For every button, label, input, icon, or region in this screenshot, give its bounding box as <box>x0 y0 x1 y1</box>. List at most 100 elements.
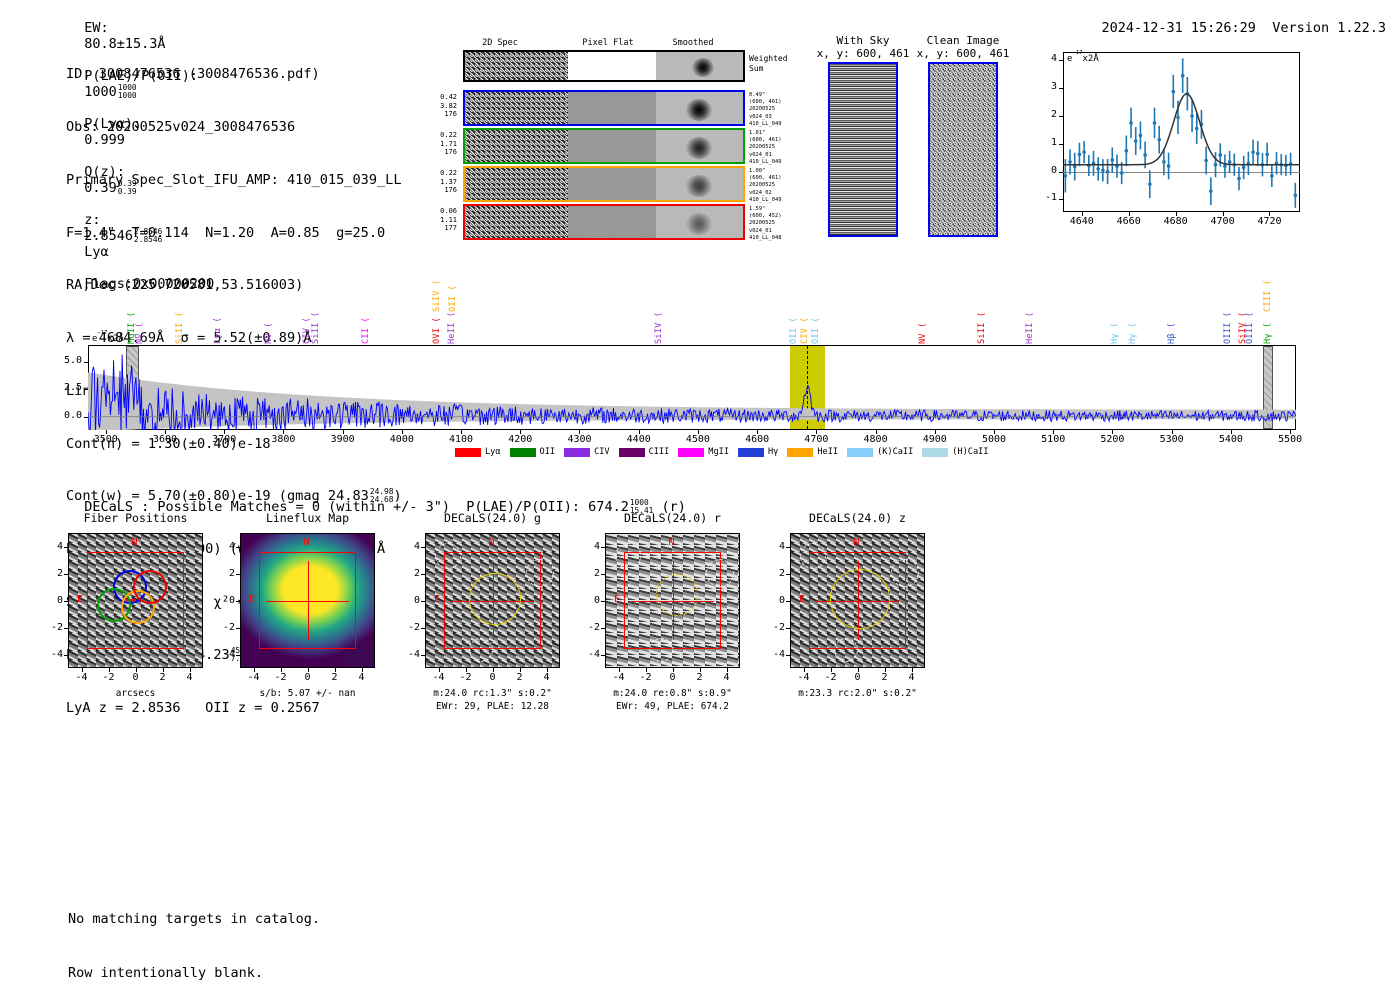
spec2d-smoothed-image <box>656 130 743 162</box>
decals-ytick: 4 <box>56 540 63 552</box>
compass-north-label: N <box>131 537 138 548</box>
spec2d-row-meta: 0.49" (600, 461) 20200525 v024_03 410_LL_049 <box>749 92 782 127</box>
z-value: 2.8546 <box>84 228 134 244</box>
qz-lo: 0.39 <box>117 187 137 196</box>
spec2d-weighted-2dspec <box>465 52 568 80</box>
spectrum-xtick: 4900 <box>922 434 947 445</box>
decals-ytick: 0 <box>228 594 235 606</box>
footer-line-2: Row intentionally blank. <box>68 965 264 981</box>
decals-xtick-mark <box>307 668 309 672</box>
spectral-line-marker: SiII ( <box>174 311 185 344</box>
info-cont-w-pre: Cont(w) = 5.70(±0.80)e-19 (gmag 24.83 <box>66 488 369 505</box>
decals-ytick-mark <box>421 546 425 548</box>
spectrum-xtick: 3900 <box>330 434 355 445</box>
decals-panel-caption-2: EWr: 49, PLAE: 674.2 <box>616 701 729 712</box>
decals-xtick: -2 <box>102 672 115 683</box>
spec2d-smoothed-image <box>656 92 743 124</box>
spectral-line-marker: SiIV ( <box>654 311 665 344</box>
spectrum-xtick: 5300 <box>1159 434 1184 445</box>
spec2d-row <box>463 166 745 202</box>
decals-xtick: -2 <box>824 672 837 683</box>
info-redshifts: LyA z = 2.8536 OII z = 0.2567 <box>66 699 320 716</box>
decals-ytick: -2 <box>587 621 600 633</box>
decals-panel-caption: m:24.0 re:0.8" s:0.9" <box>613 688 732 699</box>
decals-red-aperture-box <box>259 552 356 649</box>
spectral-line-marker: Hγ ( <box>1128 322 1139 345</box>
decals-ytick-mark <box>64 600 68 602</box>
spectrum-xtick: 4200 <box>508 434 533 445</box>
legend-swatch <box>564 447 591 457</box>
decals-xtick-mark <box>108 668 110 672</box>
decals-aperture-circle <box>655 573 698 616</box>
decals-xtick-mark <box>253 668 255 672</box>
decals-summary-hi: 1000 <box>629 498 649 508</box>
legend-label: OII <box>539 447 556 457</box>
spectrum-xtick-mark <box>1112 430 1114 434</box>
decals-summary-lo: 15.41 <box>629 506 654 515</box>
spec2d-pixel-flat-image <box>567 168 657 200</box>
spec2d-row-meta: 1.01" (600, 461) 20200525 v024_01 410_LL_049 <box>749 130 782 165</box>
spectrum-xtick: 4700 <box>804 434 829 445</box>
spectrum-xtick-mark <box>105 430 107 434</box>
spectrum-xtick: 4500 <box>685 434 710 445</box>
legend-swatch <box>847 447 874 457</box>
spectrum-xtick: 3500 <box>93 434 118 445</box>
decals-xtick-mark <box>361 668 363 672</box>
info-seeing: F=1.4" T=0.114 N=1.20 A=0.85 g=25.0 <box>66 224 386 241</box>
decals-ytick-mark <box>786 546 790 548</box>
decals-ytick: 0 <box>778 594 785 606</box>
spectrum-xtick: 5400 <box>1218 434 1243 445</box>
compass-north-label: N <box>488 537 495 548</box>
decals-ytick-mark <box>236 627 240 629</box>
decals-aperture-circle <box>468 572 521 625</box>
spectrum-xtick-mark <box>164 430 166 434</box>
decals-xtick: 2 <box>331 672 338 683</box>
spectrum-ytick: 0.0 <box>63 409 82 421</box>
legend-item: MgII <box>678 447 729 457</box>
spectrum-xtick-mark <box>342 430 344 434</box>
spectrum-xtick-mark <box>697 430 699 434</box>
spectral-line-marker: Lyα ( <box>213 317 224 344</box>
spectral-line-marker: HeII ( <box>1024 311 1035 344</box>
spectrum-xtick-mark <box>934 430 936 434</box>
compass-east-label: E <box>77 593 84 605</box>
decals-summary: DECaLS : Possible Matches = 0 (within +/… <box>68 483 686 515</box>
cutout-title-text: Clean Image <box>926 34 1000 47</box>
spectral-line-marker: OII ( <box>789 317 800 344</box>
info-obs: Obs: 20200525v024_3008476536 <box>66 118 296 135</box>
spectral-line-marker: OII ( <box>448 285 459 312</box>
spectrum-xtick-mark <box>1230 430 1232 434</box>
spectrum-xtick: 4100 <box>449 434 474 445</box>
decals-ytick: 2 <box>778 567 785 579</box>
info-lambda: λ = 4684.69Å σ = 5.52(±0.89)Å <box>66 330 312 347</box>
spectrum-xtick: 4600 <box>745 434 770 445</box>
decals-ytick-mark <box>421 600 425 602</box>
qz-hi: 0.39 <box>117 179 137 189</box>
linefit-ylabel: e−17x2Å <box>1067 50 1099 64</box>
decals-panel-caption: s/b: 5.07 +/- nan <box>259 688 356 699</box>
decals-summary-post: (r) <box>661 499 686 515</box>
decals-ytick-mark <box>64 627 68 629</box>
linefit-xtick: 4660 <box>1116 216 1141 227</box>
center-cross-horizontal <box>266 600 349 602</box>
linefit-ytick: 4 <box>1050 53 1057 65</box>
legend-item: CIV <box>564 447 610 457</box>
decals-ytick-mark <box>236 546 240 548</box>
info-cont-w-lo: 24.68 <box>369 495 394 505</box>
linefit-xtick: 4700 <box>1210 216 1235 227</box>
decals-red-aperture-box <box>87 552 184 649</box>
spectral-line-marker: Hβ ( <box>1166 322 1177 345</box>
version-text: Version 1.22.3 <box>1272 20 1386 36</box>
spectrum-xtick-mark <box>994 430 995 434</box>
decals-xtick-mark <box>519 668 521 672</box>
decals-ytick-mark <box>786 573 790 575</box>
decals-xtick: -2 <box>459 672 472 683</box>
spec2d-2dspec-image <box>465 168 568 200</box>
spectrum-xtick: 5200 <box>1100 434 1125 445</box>
decals-ytick-mark <box>421 654 425 656</box>
cutout-coords-text: x, y: 600, 461 <box>916 47 1010 60</box>
decals-ytick: 2 <box>413 567 420 579</box>
qz-label: Q(z): <box>84 164 125 180</box>
decals-ytick-mark <box>64 546 68 548</box>
plya-value: 0.999 <box>84 132 125 148</box>
